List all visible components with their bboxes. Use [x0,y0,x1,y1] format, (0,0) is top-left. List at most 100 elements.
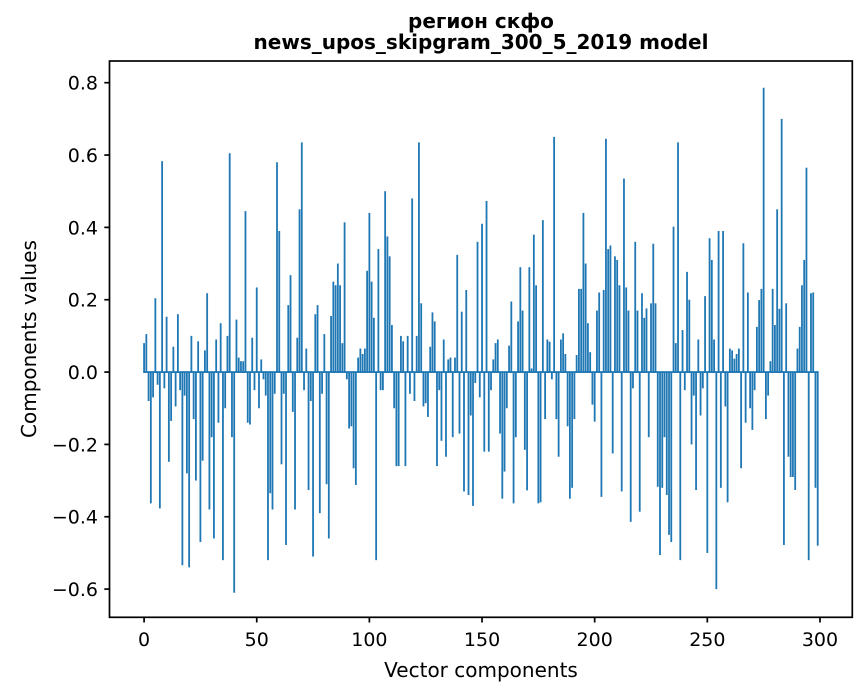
bar [395,372,398,467]
bar [267,372,269,561]
bar [663,372,666,438]
bar [652,243,655,373]
bar [555,372,558,420]
bar [323,334,326,373]
bar [143,343,145,373]
bar [686,271,688,373]
bar [483,372,486,452]
bar [235,319,238,373]
bar [785,303,788,373]
bar [602,289,605,373]
bar [273,372,276,394]
bar [179,372,182,391]
bar [352,372,355,469]
bar [300,142,303,373]
bar [641,293,643,373]
bar [226,335,229,373]
bar [233,372,236,593]
bar [501,372,504,499]
bar [580,288,583,373]
bar [393,372,396,409]
bar [589,352,592,373]
bar [201,372,204,461]
bar [526,372,528,491]
bar [690,372,693,445]
bar [683,372,686,391]
bar [276,162,278,373]
bar [553,136,556,373]
bar [307,372,310,490]
bar [706,372,709,553]
bar [357,357,360,373]
bar [388,256,391,373]
bar [379,372,382,391]
bar [427,372,429,417]
bar [672,226,675,373]
bar [805,167,808,373]
bar [438,372,441,391]
bar [620,372,623,492]
bar [312,372,314,557]
bar [165,316,168,373]
bar [508,345,510,373]
bar [309,372,312,402]
bar [677,142,679,373]
bar [573,372,576,420]
bar [375,372,378,561]
bar [776,209,779,373]
bar [348,372,350,429]
bar [780,118,783,373]
bar [546,339,549,373]
bar [598,292,601,373]
y-tick-label: 0.6 [68,145,98,167]
axes-spines [108,60,854,619]
bar [521,310,524,373]
bar [208,372,211,510]
bar [517,321,519,373]
bar [363,348,366,373]
bar [787,372,790,457]
bar [176,314,179,373]
bar [605,138,607,373]
bar [496,339,499,373]
bar [541,220,544,373]
bar [710,259,713,373]
bar [197,341,200,373]
bar [188,372,191,568]
bar [174,372,177,407]
bar [801,285,803,373]
bar [377,249,380,373]
bar [305,348,308,373]
bar [420,303,423,373]
y-tick-label: 0.8 [68,73,98,95]
bar [587,323,589,373]
bar [228,153,231,373]
bar [505,372,508,409]
bar [339,285,341,373]
bar [449,357,452,373]
bar [623,178,625,373]
bar [731,350,733,373]
bar [215,339,218,373]
bar [514,372,517,438]
bar [816,372,819,546]
x-tick-label: 250 [689,629,725,651]
bar [429,346,432,373]
bar [476,241,479,373]
bar [161,161,164,373]
bar [206,293,209,373]
bar [688,299,691,373]
bar [391,325,393,373]
bar [145,334,148,373]
y-tick-label: −0.2 [52,434,98,456]
bar [717,231,720,373]
bar [544,372,547,420]
bar [661,372,664,488]
bar [237,357,240,373]
bar [190,335,193,373]
x-tick-label: 50 [245,629,269,651]
bar [774,325,776,373]
bar [327,372,330,539]
